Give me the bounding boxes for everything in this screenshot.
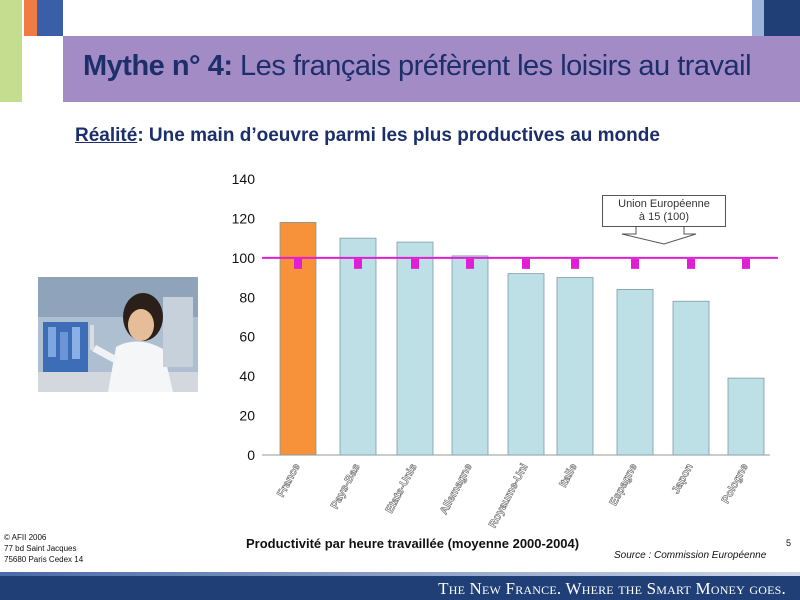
page-number: 5	[786, 538, 792, 548]
y-tick-label: 80	[239, 289, 255, 305]
x-tick-label: Pologne	[720, 462, 751, 506]
title-bold: Mythe n° 4:	[83, 50, 233, 82]
bar-italie	[556, 277, 594, 456]
lab-photo	[38, 277, 198, 392]
title-rest: Les français préfèrent les loisirs au tr…	[232, 50, 752, 82]
y-tick-label: 140	[232, 171, 256, 187]
eu-reference-line	[262, 256, 778, 269]
corner-square-navy-right	[764, 0, 800, 36]
x-axis-labels: France Pays-Bas Etats-Unis Allemagne Royaume…	[275, 461, 751, 530]
address-block: © AFII 2006 77 bd Saint Jacques 75680 Pa…	[4, 532, 83, 565]
eu-callout: Union Européenne à 15 (100)	[602, 195, 726, 227]
y-tick-label: 40	[239, 368, 255, 384]
x-tick-label: Espagne	[608, 462, 640, 508]
x-tick-label: France	[275, 462, 303, 499]
eu-marker	[411, 258, 419, 269]
bar-pologne	[727, 377, 765, 456]
eu-marker	[354, 258, 362, 269]
eu-callout-line2: à 15 (100)	[638, 211, 690, 223]
bars	[279, 221, 765, 456]
subtitle-underlined: Réalité	[75, 125, 138, 146]
title-bar: Mythe n° 4: Les français préfèrent les l…	[63, 36, 800, 102]
subtitle: Réalité: Une main d’oeuvre parmi les plu…	[75, 125, 660, 147]
eu-marker	[687, 258, 695, 269]
x-tick-label: Allemagne	[438, 462, 475, 517]
eu-callout-line1: Union Européenne	[618, 198, 710, 210]
corner-square-lightblue-right	[752, 0, 764, 36]
subtitle-rest: : Une main d’oeuvre parmi les plus produ…	[137, 125, 660, 146]
page-title: Mythe n° 4: Les français préfèrent les l…	[83, 50, 752, 83]
x-tick-label: Japon	[670, 462, 696, 496]
bar-japon	[672, 300, 710, 456]
address-line1: © AFII 2006	[4, 533, 47, 542]
callout-arrow	[621, 227, 697, 245]
footer-gradient-strip	[0, 572, 800, 576]
x-tick-label: Royaume-Uni	[487, 462, 531, 530]
eu-marker	[522, 258, 530, 269]
address-line2: 77 bd Saint Jacques	[4, 544, 77, 553]
footer-band: The New France. Where the Smart Money go…	[0, 572, 800, 600]
y-tick-label: 120	[232, 210, 256, 226]
y-tick-label: 60	[239, 329, 255, 345]
source-note: Source : Commission Européenne	[614, 550, 767, 561]
y-tick-label: 20	[239, 408, 255, 424]
y-tick-label: 100	[232, 250, 256, 266]
bar-pays-bas	[339, 237, 377, 456]
x-tick-label: Italie	[557, 462, 579, 490]
eu-marker	[571, 258, 579, 269]
address-line3: 75680 Paris Cedex 14	[4, 555, 84, 564]
bar-allemagne	[451, 255, 489, 456]
y-tick-label: 0	[247, 447, 255, 463]
corner-square-green	[0, 0, 22, 102]
corner-square-blue	[37, 0, 63, 36]
eu-marker	[466, 258, 474, 269]
eu-marker	[742, 258, 750, 269]
bar-espagne	[616, 288, 654, 456]
footer-tagline: The New France. Where the Smart Money go…	[438, 579, 786, 598]
eu-marker	[631, 258, 639, 269]
corner-square-orange	[24, 0, 37, 36]
chart-caption: Productivité par heure travaillée (moyen…	[246, 536, 580, 551]
x-tick-label: Pays-Bas	[329, 462, 363, 511]
eu-marker	[294, 258, 302, 269]
x-tick-label: Etats-Unis	[384, 462, 420, 516]
bar-royaume-uni	[507, 273, 545, 456]
bar-etats-unis	[396, 241, 434, 456]
